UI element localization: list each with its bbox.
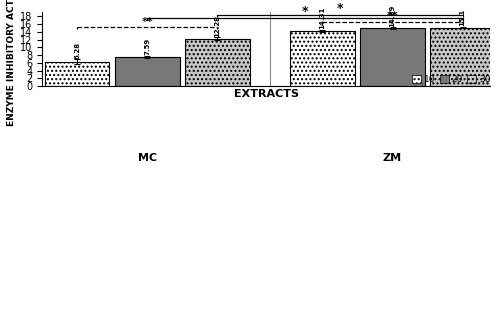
Text: ZM: ZM bbox=[383, 153, 402, 163]
Bar bbox=[430, 28, 495, 86]
Text: *: * bbox=[336, 2, 343, 14]
Legend: 10, 20, 30: 10, 20, 30 bbox=[408, 71, 494, 88]
Text: 6.28: 6.28 bbox=[74, 42, 80, 59]
Text: 14.31: 14.31 bbox=[320, 7, 326, 29]
Bar bbox=[290, 31, 354, 86]
Bar bbox=[115, 57, 180, 86]
Text: MC: MC bbox=[138, 153, 157, 163]
Text: 7.59: 7.59 bbox=[144, 38, 150, 55]
Y-axis label: ENZYME INHIBITORY ACTIVITY: ENZYME INHIBITORY ACTIVITY bbox=[7, 0, 16, 126]
Bar bbox=[360, 29, 424, 86]
Text: 14.89: 14.89 bbox=[390, 4, 396, 27]
Text: 15.1: 15.1 bbox=[460, 9, 466, 26]
Bar bbox=[185, 39, 250, 86]
Text: **: ** bbox=[142, 17, 153, 27]
Text: **: ** bbox=[386, 11, 398, 22]
X-axis label: EXTRACTS: EXTRACTS bbox=[234, 89, 298, 99]
Text: 12.28: 12.28 bbox=[214, 14, 220, 37]
Bar bbox=[45, 62, 110, 86]
Text: *: * bbox=[302, 5, 308, 18]
